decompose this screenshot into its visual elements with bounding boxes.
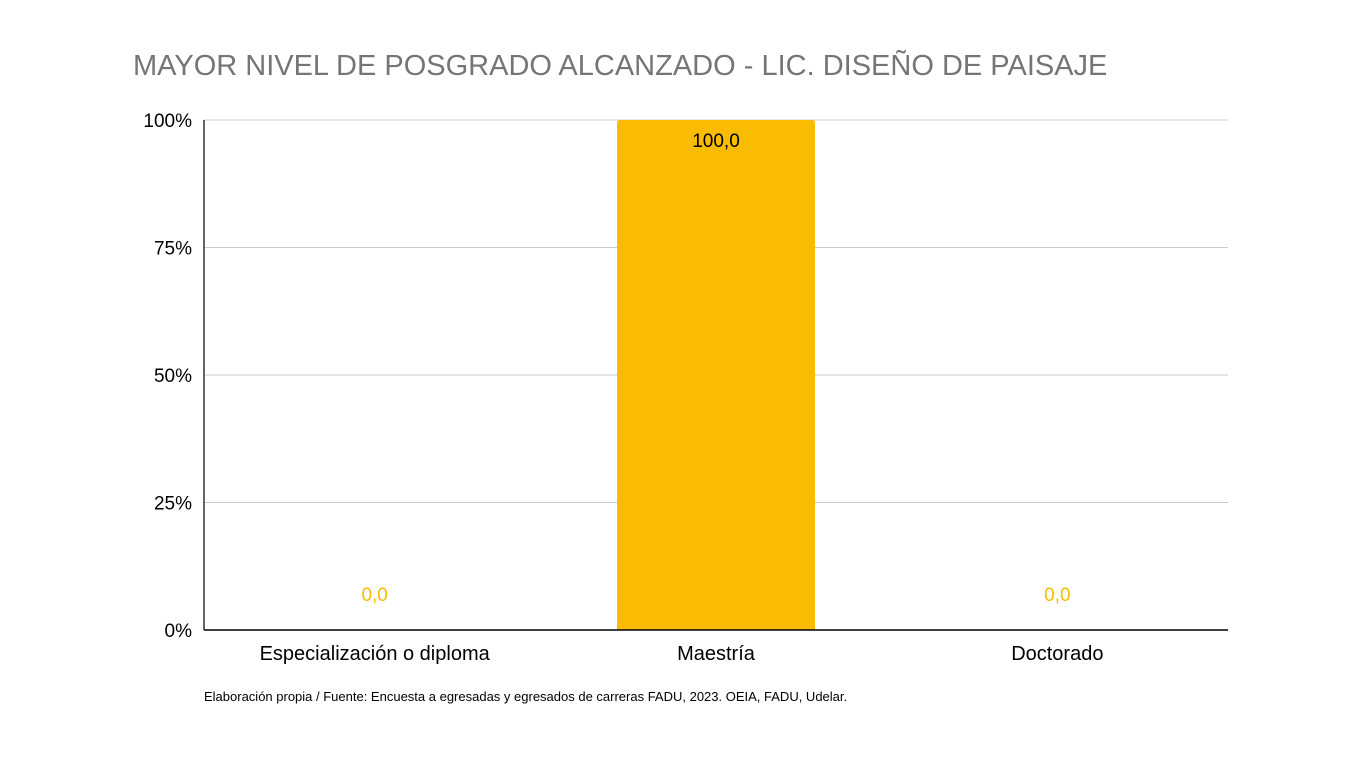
x-tick-label: Especialización o diploma xyxy=(260,643,491,665)
y-axis-ticks: 0% 25% 50% 75% 100% xyxy=(143,111,192,642)
y-tick-label: 0% xyxy=(165,621,193,642)
data-label: 100,0 xyxy=(692,131,740,152)
y-tick-label: 100% xyxy=(143,111,192,132)
x-tick-label: Doctorado xyxy=(1011,643,1103,665)
y-tick-label: 50% xyxy=(154,366,192,387)
data-label: 0,0 xyxy=(361,585,387,606)
x-tick-label: Maestría xyxy=(677,643,756,665)
y-tick-label: 25% xyxy=(154,494,192,515)
x-axis-categories: Especialización o diploma Maestría Doctora… xyxy=(260,643,1104,665)
data-label: 0,0 xyxy=(1044,585,1070,606)
y-tick-label: 75% xyxy=(154,239,192,260)
source-note: Elaboración propia / Fuente: Encuesta a … xyxy=(204,689,848,704)
data-labels: 0,0 100,0 0,0 xyxy=(361,131,1070,606)
bar xyxy=(617,120,815,630)
bars xyxy=(617,120,815,630)
chart-title: MAYOR NIVEL DE POSGRADO ALCANZADO - LIC.… xyxy=(133,50,1108,82)
